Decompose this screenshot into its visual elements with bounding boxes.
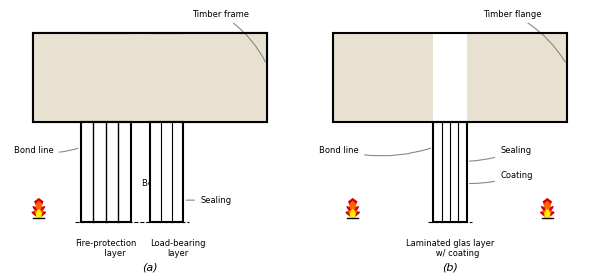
Polygon shape xyxy=(350,210,355,218)
Bar xyxy=(333,33,567,122)
Text: Bond line: Bond line xyxy=(142,168,181,188)
Polygon shape xyxy=(32,199,46,218)
Bar xyxy=(131,33,150,122)
Text: Timber flange: Timber flange xyxy=(484,10,565,62)
Text: Load-bearing
layer: Load-bearing layer xyxy=(150,239,206,259)
Polygon shape xyxy=(35,202,43,217)
Polygon shape xyxy=(541,199,554,218)
Bar xyxy=(150,122,184,222)
Text: Laminated glas layer
      w/ coating: Laminated glas layer w/ coating xyxy=(406,239,494,259)
Bar xyxy=(333,33,433,122)
Bar xyxy=(433,122,467,222)
Text: Sealing: Sealing xyxy=(186,196,231,205)
Bar xyxy=(33,33,267,122)
Bar xyxy=(184,33,267,122)
Polygon shape xyxy=(346,199,359,218)
Text: Bond line: Bond line xyxy=(14,146,78,155)
Text: Fire-protection
       layer: Fire-protection layer xyxy=(75,239,136,259)
Text: (b): (b) xyxy=(442,262,458,272)
Text: Sealing: Sealing xyxy=(469,146,531,161)
Polygon shape xyxy=(349,202,356,217)
Text: Timber frame: Timber frame xyxy=(192,10,266,62)
Text: Bond line: Bond line xyxy=(319,146,431,156)
Polygon shape xyxy=(544,202,551,217)
Bar xyxy=(467,33,567,122)
Bar xyxy=(80,122,131,222)
Text: Coating: Coating xyxy=(469,171,533,183)
Bar xyxy=(33,33,267,122)
Polygon shape xyxy=(37,210,41,218)
Bar xyxy=(33,33,80,122)
Polygon shape xyxy=(545,210,550,218)
Text: (a): (a) xyxy=(142,262,158,272)
